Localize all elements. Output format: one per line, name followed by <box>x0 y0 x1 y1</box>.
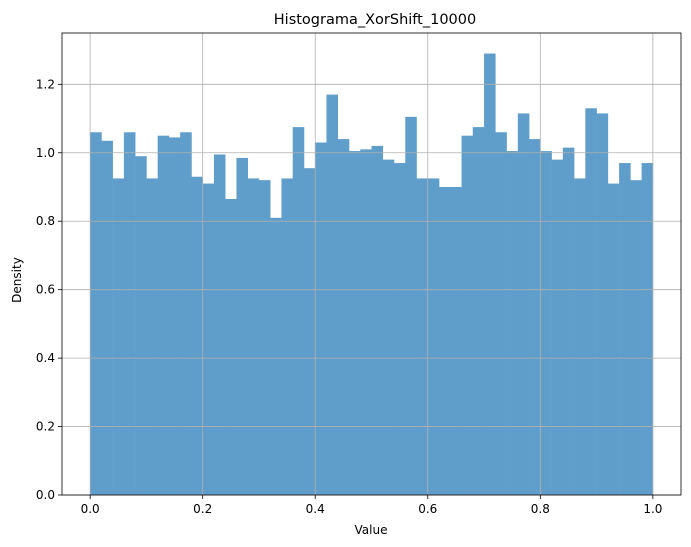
histogram-bar <box>517 113 530 495</box>
histogram-bar <box>562 147 575 495</box>
histogram-bar <box>168 137 181 495</box>
histogram-bar <box>371 145 384 495</box>
histogram-bar <box>270 217 282 496</box>
y-tick-label: 0.0 <box>36 488 55 502</box>
histogram-bar <box>619 163 631 496</box>
y-tick-label: 0.4 <box>36 351 55 365</box>
histogram-bar <box>281 178 294 495</box>
y-axis-label: Density <box>10 257 24 303</box>
histogram-bar <box>585 108 597 496</box>
y-tick-label: 0.8 <box>36 214 55 228</box>
histogram-bar <box>337 139 350 496</box>
histogram-bar <box>450 187 462 495</box>
histogram-bar <box>506 151 519 496</box>
histogram-bar <box>394 163 406 496</box>
histogram-bar <box>382 159 395 495</box>
histogram-bar <box>405 116 417 495</box>
histogram-bar <box>484 53 496 496</box>
histogram-bar <box>90 132 102 495</box>
histogram-bar <box>180 132 192 495</box>
histogram-bar <box>292 127 305 495</box>
histogram-bar <box>247 178 260 495</box>
histogram-bar <box>101 140 113 496</box>
histogram-bar <box>258 180 271 495</box>
histogram-bar <box>439 187 451 495</box>
y-tick-label: 1.0 <box>36 146 55 160</box>
histogram-bar <box>146 178 158 495</box>
histogram-bar <box>315 142 327 495</box>
y-tick-label: 1.2 <box>36 77 55 91</box>
x-tick-label: 0.6 <box>418 502 437 516</box>
histogram-bar <box>326 94 339 495</box>
histogram-bar <box>191 176 203 495</box>
histogram-bars <box>90 53 654 496</box>
histogram-bar <box>225 198 237 495</box>
histogram-bar <box>495 132 507 495</box>
histogram-bar <box>236 157 248 495</box>
y-tick-label: 0.2 <box>36 420 55 434</box>
histogram-bar <box>157 135 170 495</box>
plot-frame <box>61 32 682 496</box>
x-tick-label: 0.8 <box>531 502 550 516</box>
y-axis-ticks: 0.0 0.2 0.4 0.6 0.8 1.0 1.2 <box>36 77 62 502</box>
histogram-bar <box>461 135 474 495</box>
histogram-bar <box>472 127 485 495</box>
histogram-bar <box>348 151 361 496</box>
grid-lines <box>62 33 681 496</box>
y-tick-label: 0.6 <box>36 283 55 297</box>
histogram-bar <box>641 163 654 496</box>
x-axis-label: Value <box>355 523 388 537</box>
x-tick-label: 0.0 <box>81 502 100 516</box>
histogram-bar <box>360 149 372 495</box>
histogram-bar <box>551 159 564 495</box>
histogram-bar <box>630 180 642 495</box>
histogram-bar <box>540 151 552 496</box>
histogram-bar <box>135 156 147 495</box>
x-tick-label: 0.2 <box>193 502 212 516</box>
histogram-bar <box>213 154 226 495</box>
histogram-bar <box>416 178 429 495</box>
histogram-bar <box>596 113 609 495</box>
histogram-bar <box>607 183 620 496</box>
x-tick-label: 1.0 <box>643 502 662 516</box>
histogram-bar <box>529 139 541 496</box>
histogram-bar <box>427 178 440 495</box>
chart-title: Histograma_XorShift_10000 <box>274 12 476 28</box>
histogram-bar <box>202 183 215 496</box>
x-tick-label: 0.4 <box>306 502 325 516</box>
histogram-bar <box>574 178 586 495</box>
histogram-bar <box>123 132 136 495</box>
histogram-bar <box>303 168 316 495</box>
x-axis-ticks: 0.0 0.2 0.4 0.6 0.8 1.0 <box>81 495 662 516</box>
histogram-bar <box>112 178 125 495</box>
